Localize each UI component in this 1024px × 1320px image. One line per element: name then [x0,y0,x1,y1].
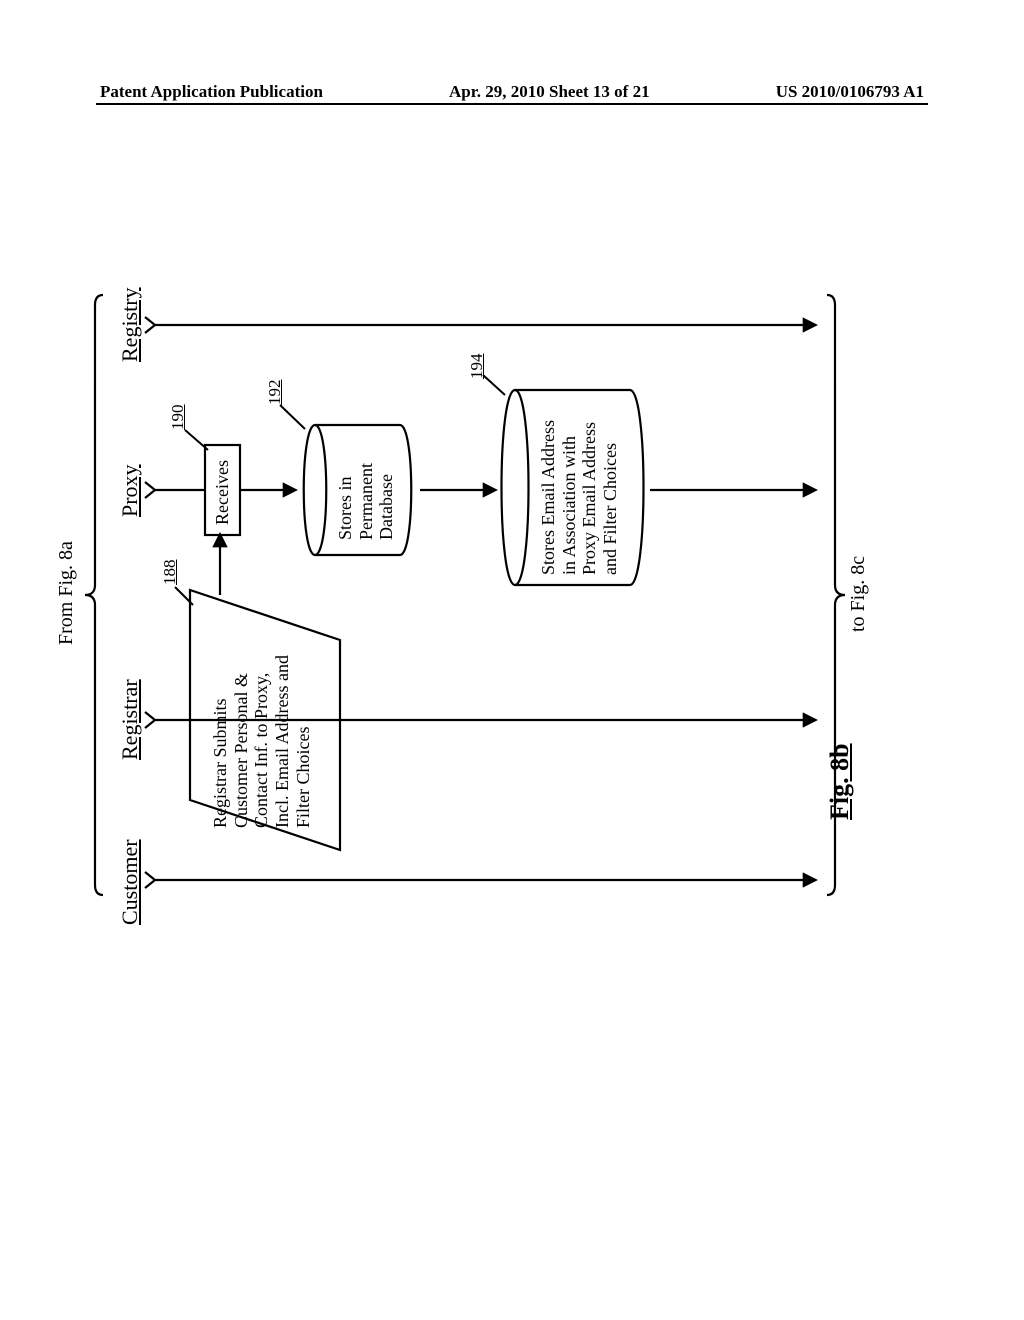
lane-chevron-registry [145,317,155,333]
page-header: Patent Application Publication Apr. 29, … [0,82,1024,102]
lane-registry-label: Registry [117,287,143,362]
brace-top [85,295,103,895]
header-left: Patent Application Publication [100,82,323,102]
lane-chevron-registrar [145,712,155,728]
figure-8b-diagram: From Fig. 8a to Fig. 8c Customer Registr… [75,255,865,935]
ref-192: 192 [265,380,285,406]
to-fig-label: to Fig. 8c [847,556,870,632]
header-rule [96,103,928,105]
ref-190: 190 [168,405,188,431]
header-center: Apr. 29, 2010 Sheet 13 of 21 [449,82,650,102]
node-registrar-submit-text: Registrar Submits Customer Personal & Co… [210,618,313,828]
lane-registrar-label: Registrar [117,679,143,760]
ref-194: 194 [467,354,487,380]
ref-190-tick [185,430,208,450]
node-receives-text: Receives [212,460,233,525]
node-store-email-top [515,390,529,585]
node-store-perm-text: Stores in Permanent Database [335,463,397,540]
lane-customer-label: Customer [117,839,143,925]
lane-chevron-customer [145,872,155,888]
lane-chevron-proxy [145,482,155,498]
ref-188: 188 [160,560,180,586]
header-right: US 2010/0106793 A1 [776,82,924,102]
node-store-email-text: Stores Email Address in Association with… [538,420,621,575]
ref-192-tick [280,405,305,429]
node-store-perm-top [315,425,326,555]
figure-caption: Fig. 8b [825,743,855,820]
lane-proxy-label: Proxy [117,464,143,517]
from-fig-label: From Fig. 8a [55,541,78,645]
